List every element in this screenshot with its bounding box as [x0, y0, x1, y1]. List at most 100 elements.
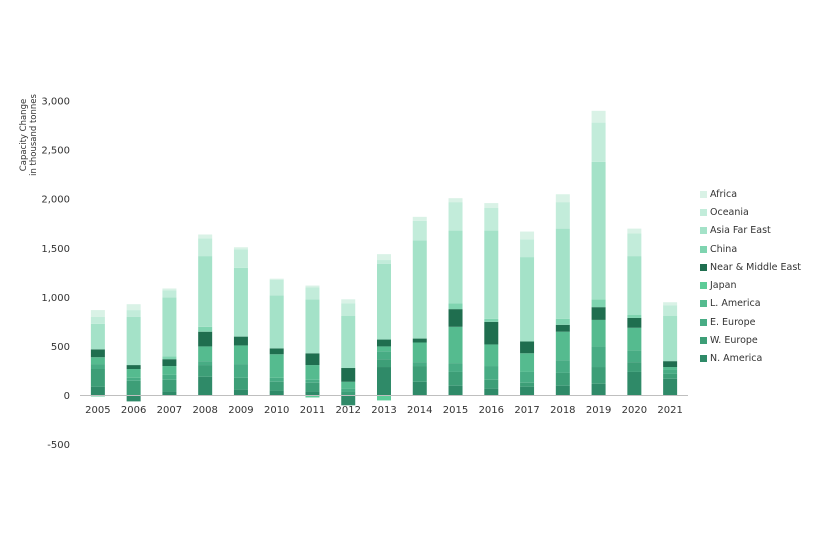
legend-item: Asia Far East: [700, 222, 818, 240]
bar-segment: [90, 310, 105, 317]
bar-segment: [663, 315, 678, 362]
bar-segment: [341, 299, 356, 304]
x-tick-label: 2010: [264, 405, 289, 416]
legend-item: E. Europe: [700, 313, 818, 331]
bar-segment: [126, 304, 141, 311]
legend-swatch: [700, 263, 707, 271]
bar-segment: [305, 285, 320, 288]
legend-item: Africa: [700, 185, 818, 203]
legend-swatch: [700, 282, 707, 290]
bar-segment: [663, 378, 678, 396]
y-axis-ticks: -500 0 500 1,000 1,500 2,000 2,500 3,000: [41, 97, 70, 452]
y-axis-label: Capacity Change in thousand tonnes: [19, 94, 39, 176]
bar-segment: [126, 316, 141, 366]
bar-segment: [484, 366, 499, 380]
bar-segment: [627, 327, 642, 351]
bar-segment: [627, 317, 642, 328]
legend-swatch: [700, 300, 707, 308]
bar-segment: [448, 303, 463, 310]
bar-segment: [412, 342, 427, 363]
bar-segment: [269, 279, 284, 296]
bar-segment: [377, 339, 391, 347]
x-tick-label: 2019: [586, 405, 611, 416]
bar-segment: [412, 216, 427, 221]
x-tick-label: 2008: [192, 405, 217, 416]
legend-swatch: [700, 318, 707, 326]
y-axis-label-line-1: Capacity Change: [19, 99, 29, 171]
bar-segment: [484, 388, 499, 396]
bar-segment: [233, 249, 248, 268]
bar-segment: [341, 388, 356, 392]
bar-segment: [520, 239, 535, 258]
x-tick-label: 2016: [479, 405, 504, 416]
bar-segment: [448, 309, 463, 327]
bar-segment: [377, 260, 391, 264]
legend-label: Near & Middle East: [710, 261, 802, 273]
bar-segment: [627, 233, 642, 257]
bar-segment: [162, 290, 177, 298]
bar-segment: [627, 371, 642, 396]
bar-segment: [341, 391, 356, 396]
bar-segment: [90, 349, 105, 358]
bar-segment: [448, 363, 463, 372]
bar-segment: [520, 382, 535, 387]
bar-segment: [412, 381, 427, 396]
bar-segment: [627, 228, 642, 234]
bar-segment: [162, 359, 177, 367]
bar-segment: [591, 122, 606, 162]
y-tick-label: 1,500: [41, 244, 70, 255]
bar-segment: [233, 364, 248, 378]
bar-segment: [555, 228, 570, 319]
bar-segment: [555, 318, 570, 325]
bar-segment: [198, 256, 213, 327]
legend-label: L. America: [710, 298, 761, 310]
bar-segment: [198, 365, 213, 377]
bar-segment: [520, 341, 535, 354]
bar-segment: [90, 386, 105, 396]
bar-segment: [448, 326, 463, 364]
bar-segment: [448, 198, 463, 203]
bar-segment: [484, 344, 499, 367]
bar-segment: [627, 315, 642, 318]
bar-segment: [269, 377, 284, 382]
legend-item: L. America: [700, 295, 818, 313]
bar-segment: [162, 379, 177, 392]
bars: [90, 110, 678, 406]
bar-segment: [305, 287, 320, 300]
bar-segment: [484, 203, 499, 209]
bar-segment: [555, 194, 570, 203]
bar-segment: [663, 373, 678, 379]
bar-segment: [162, 297, 177, 357]
bar-segment: [448, 202, 463, 231]
bar-segment: [305, 382, 320, 392]
x-tick-label: 2020: [622, 405, 647, 416]
bar-segment: [663, 302, 678, 306]
bar-segment: [448, 385, 463, 396]
x-tick-label: 2017: [514, 405, 539, 416]
bar-segment: [520, 386, 535, 396]
bar-segment: [341, 315, 356, 369]
bar-segment: [90, 364, 105, 369]
x-tick-label: 2009: [228, 405, 253, 416]
legend-item: Oceania: [700, 203, 818, 221]
bar-segment: [162, 356, 177, 360]
x-axis-ticks: 2005 2006 2007 2008 2009 2010 2011 2012 2013 2014…: [85, 405, 683, 416]
bar-segment: [305, 379, 320, 383]
bar-segment: [233, 247, 248, 250]
legend-label: Africa: [710, 188, 738, 200]
bar-segment: [520, 231, 535, 240]
bar-segment: [663, 361, 678, 368]
legend-label: N. America: [710, 353, 763, 365]
bar-segment: [233, 336, 248, 346]
x-tick-label: 2007: [157, 405, 182, 416]
bar-segment: [198, 346, 213, 362]
bar-segment: [448, 371, 463, 386]
bar-segment: [305, 365, 320, 380]
bar-segment: [162, 288, 177, 291]
bar-segment: [555, 372, 570, 386]
bar-segment: [90, 368, 105, 387]
y-tick-label: 500: [51, 342, 70, 353]
bar-segment: [162, 366, 177, 375]
legend-swatch: [700, 337, 707, 345]
bar-segment: [198, 238, 213, 257]
